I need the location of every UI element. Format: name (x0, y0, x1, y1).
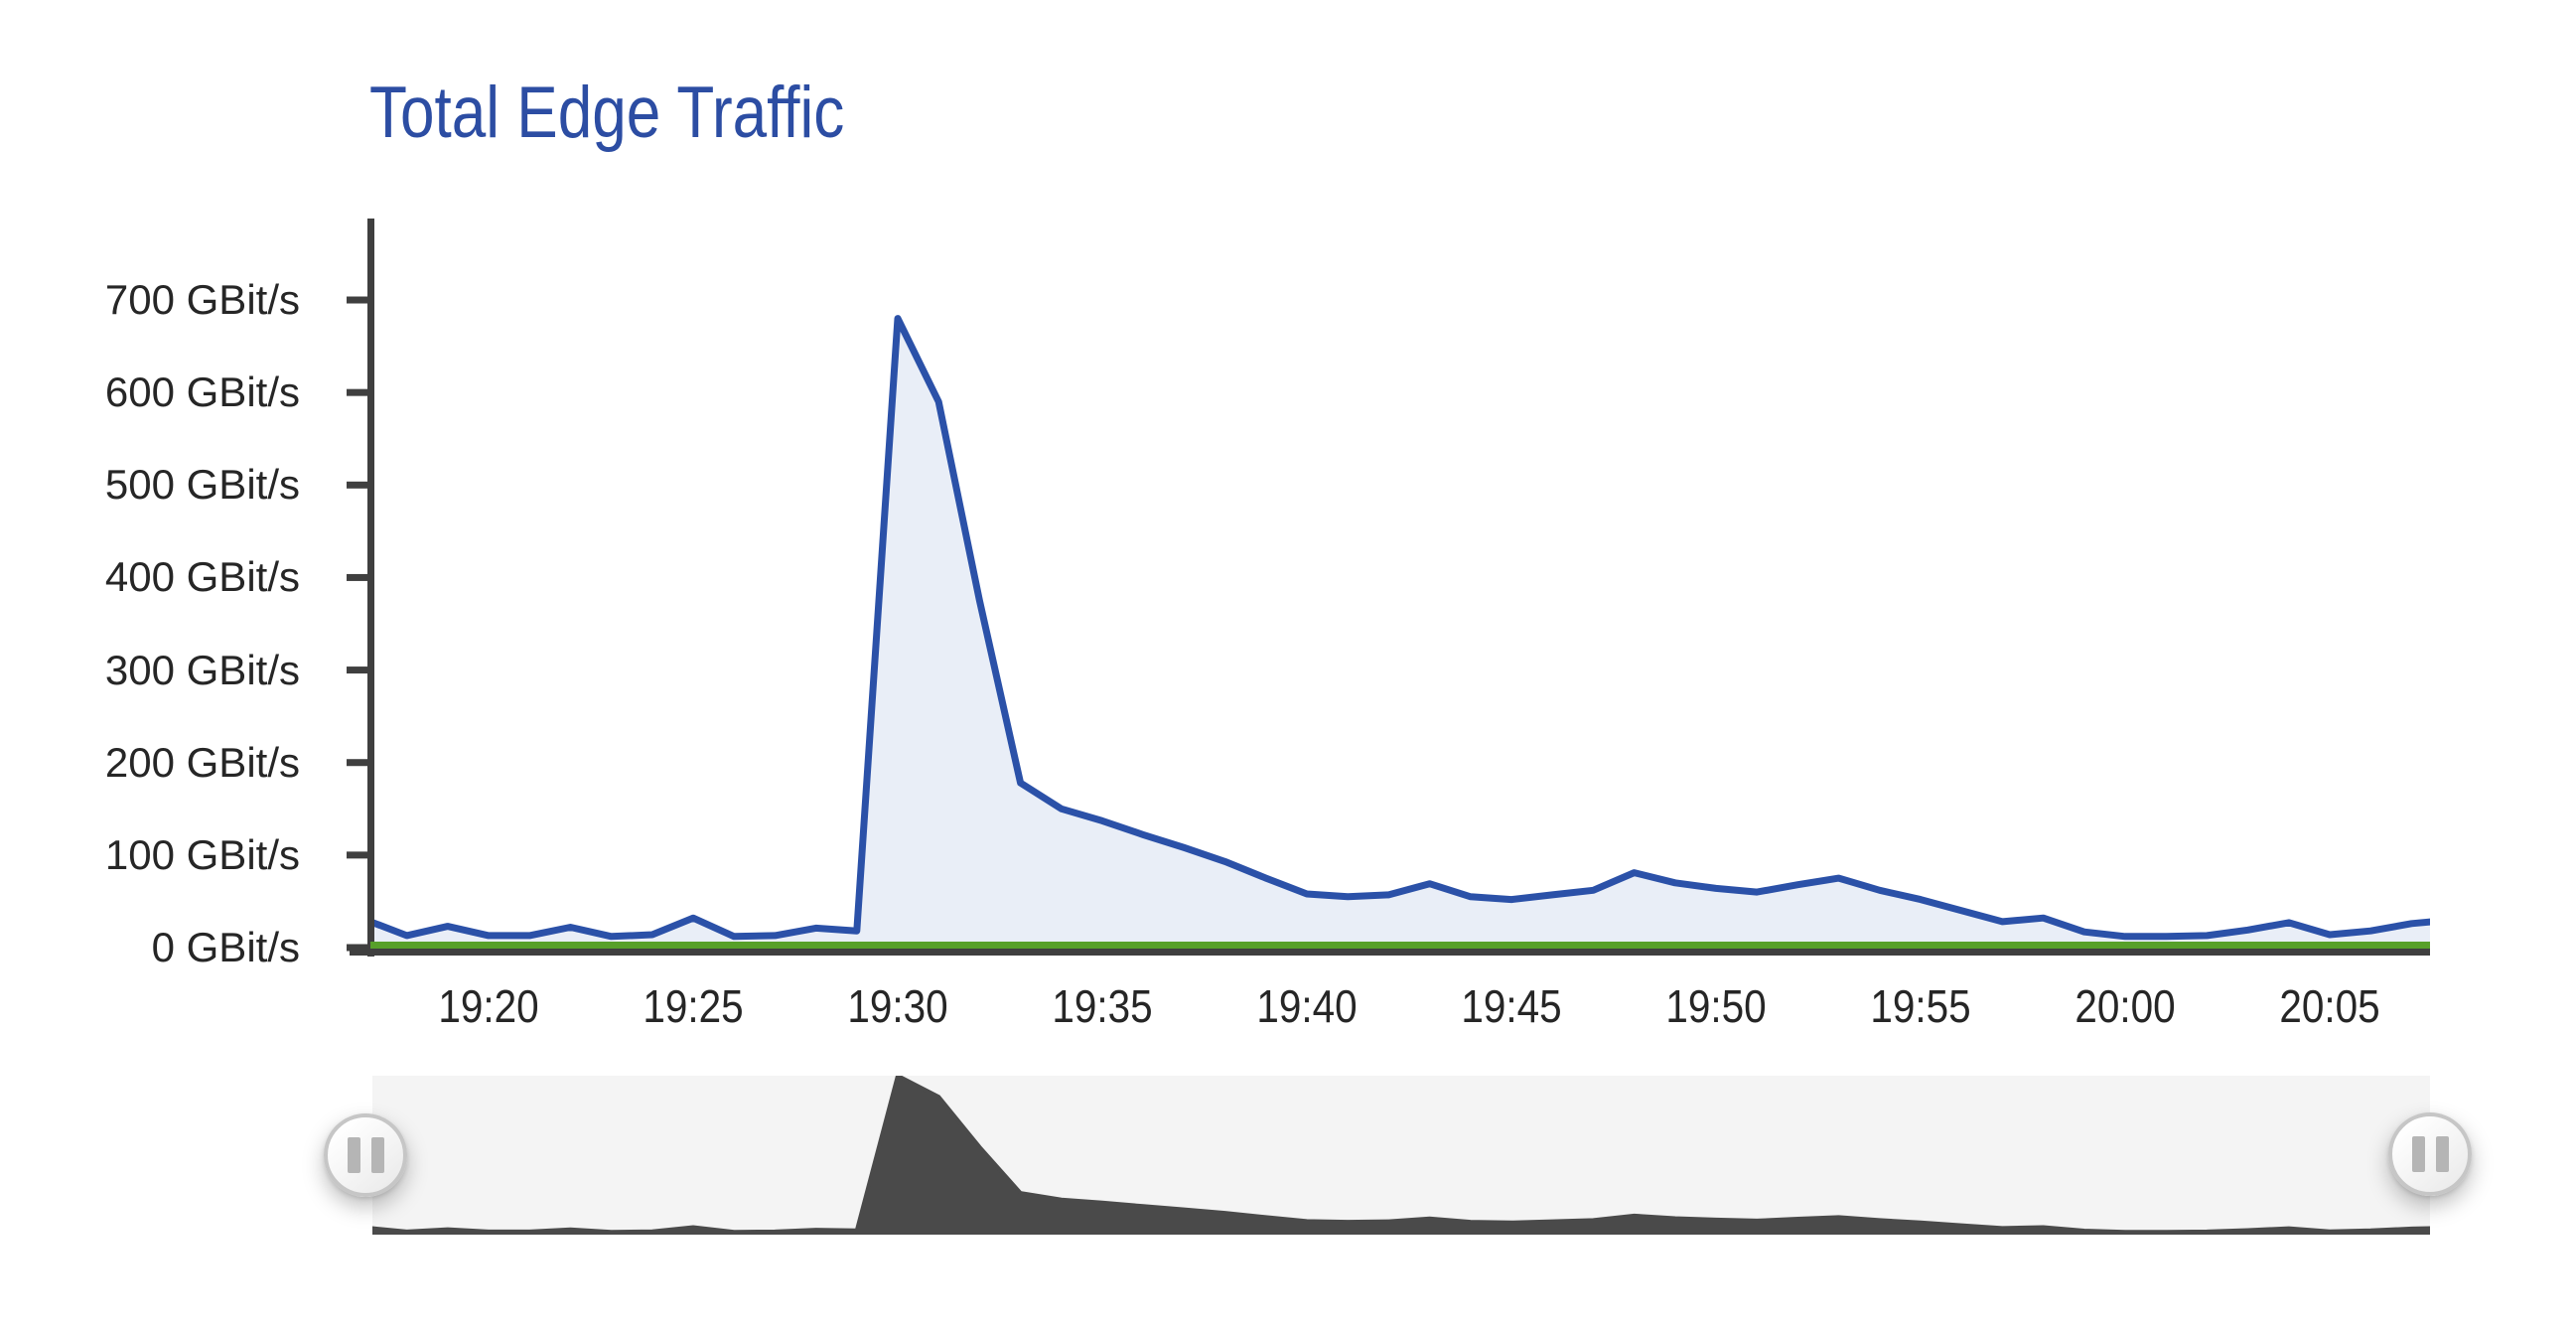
chart-title: Total Edge Traffic (369, 73, 845, 153)
x-tick-label: 19:30 (847, 980, 948, 1032)
y-tick-label: 300 GBit/s (104, 646, 300, 693)
pause-icon (2411, 1136, 2449, 1172)
axes (347, 219, 2430, 957)
x-tick-label: 19:25 (643, 980, 744, 1032)
pause-icon (347, 1137, 384, 1173)
traffic-line (370, 315, 2430, 941)
navigator-track[interactable] (372, 1076, 2430, 1235)
x-tick-label: 20:05 (2279, 980, 2380, 1032)
x-tick-label: 19:55 (1870, 980, 1971, 1032)
y-tick-label: 200 GBit/s (104, 738, 300, 786)
y-tick-label: 600 GBit/s (104, 369, 300, 416)
x-tick-label: 19:50 (1665, 980, 1767, 1032)
x-tick-label: 19:20 (438, 980, 539, 1032)
y-tick-label: 400 GBit/s (104, 553, 300, 601)
x-tick-label: 19:35 (1052, 980, 1153, 1032)
x-tick-label: 19:40 (1256, 980, 1358, 1032)
y-tick-label: 700 GBit/s (104, 276, 300, 324)
x-tick-label: 19:45 (1461, 980, 1562, 1032)
navigator-preview[interactable] (365, 1076, 2452, 1235)
traffic-area (370, 318, 2430, 947)
y-tick-label: 500 GBit/s (104, 461, 300, 509)
navigator-left-handle[interactable] (324, 1113, 407, 1197)
x-tick-label: 20:00 (2075, 980, 2176, 1032)
y-tick-label: 100 GBit/s (104, 830, 300, 878)
y-tick-label: 0 GBit/s (151, 924, 300, 970)
navigator-right-handle[interactable] (2388, 1112, 2472, 1196)
